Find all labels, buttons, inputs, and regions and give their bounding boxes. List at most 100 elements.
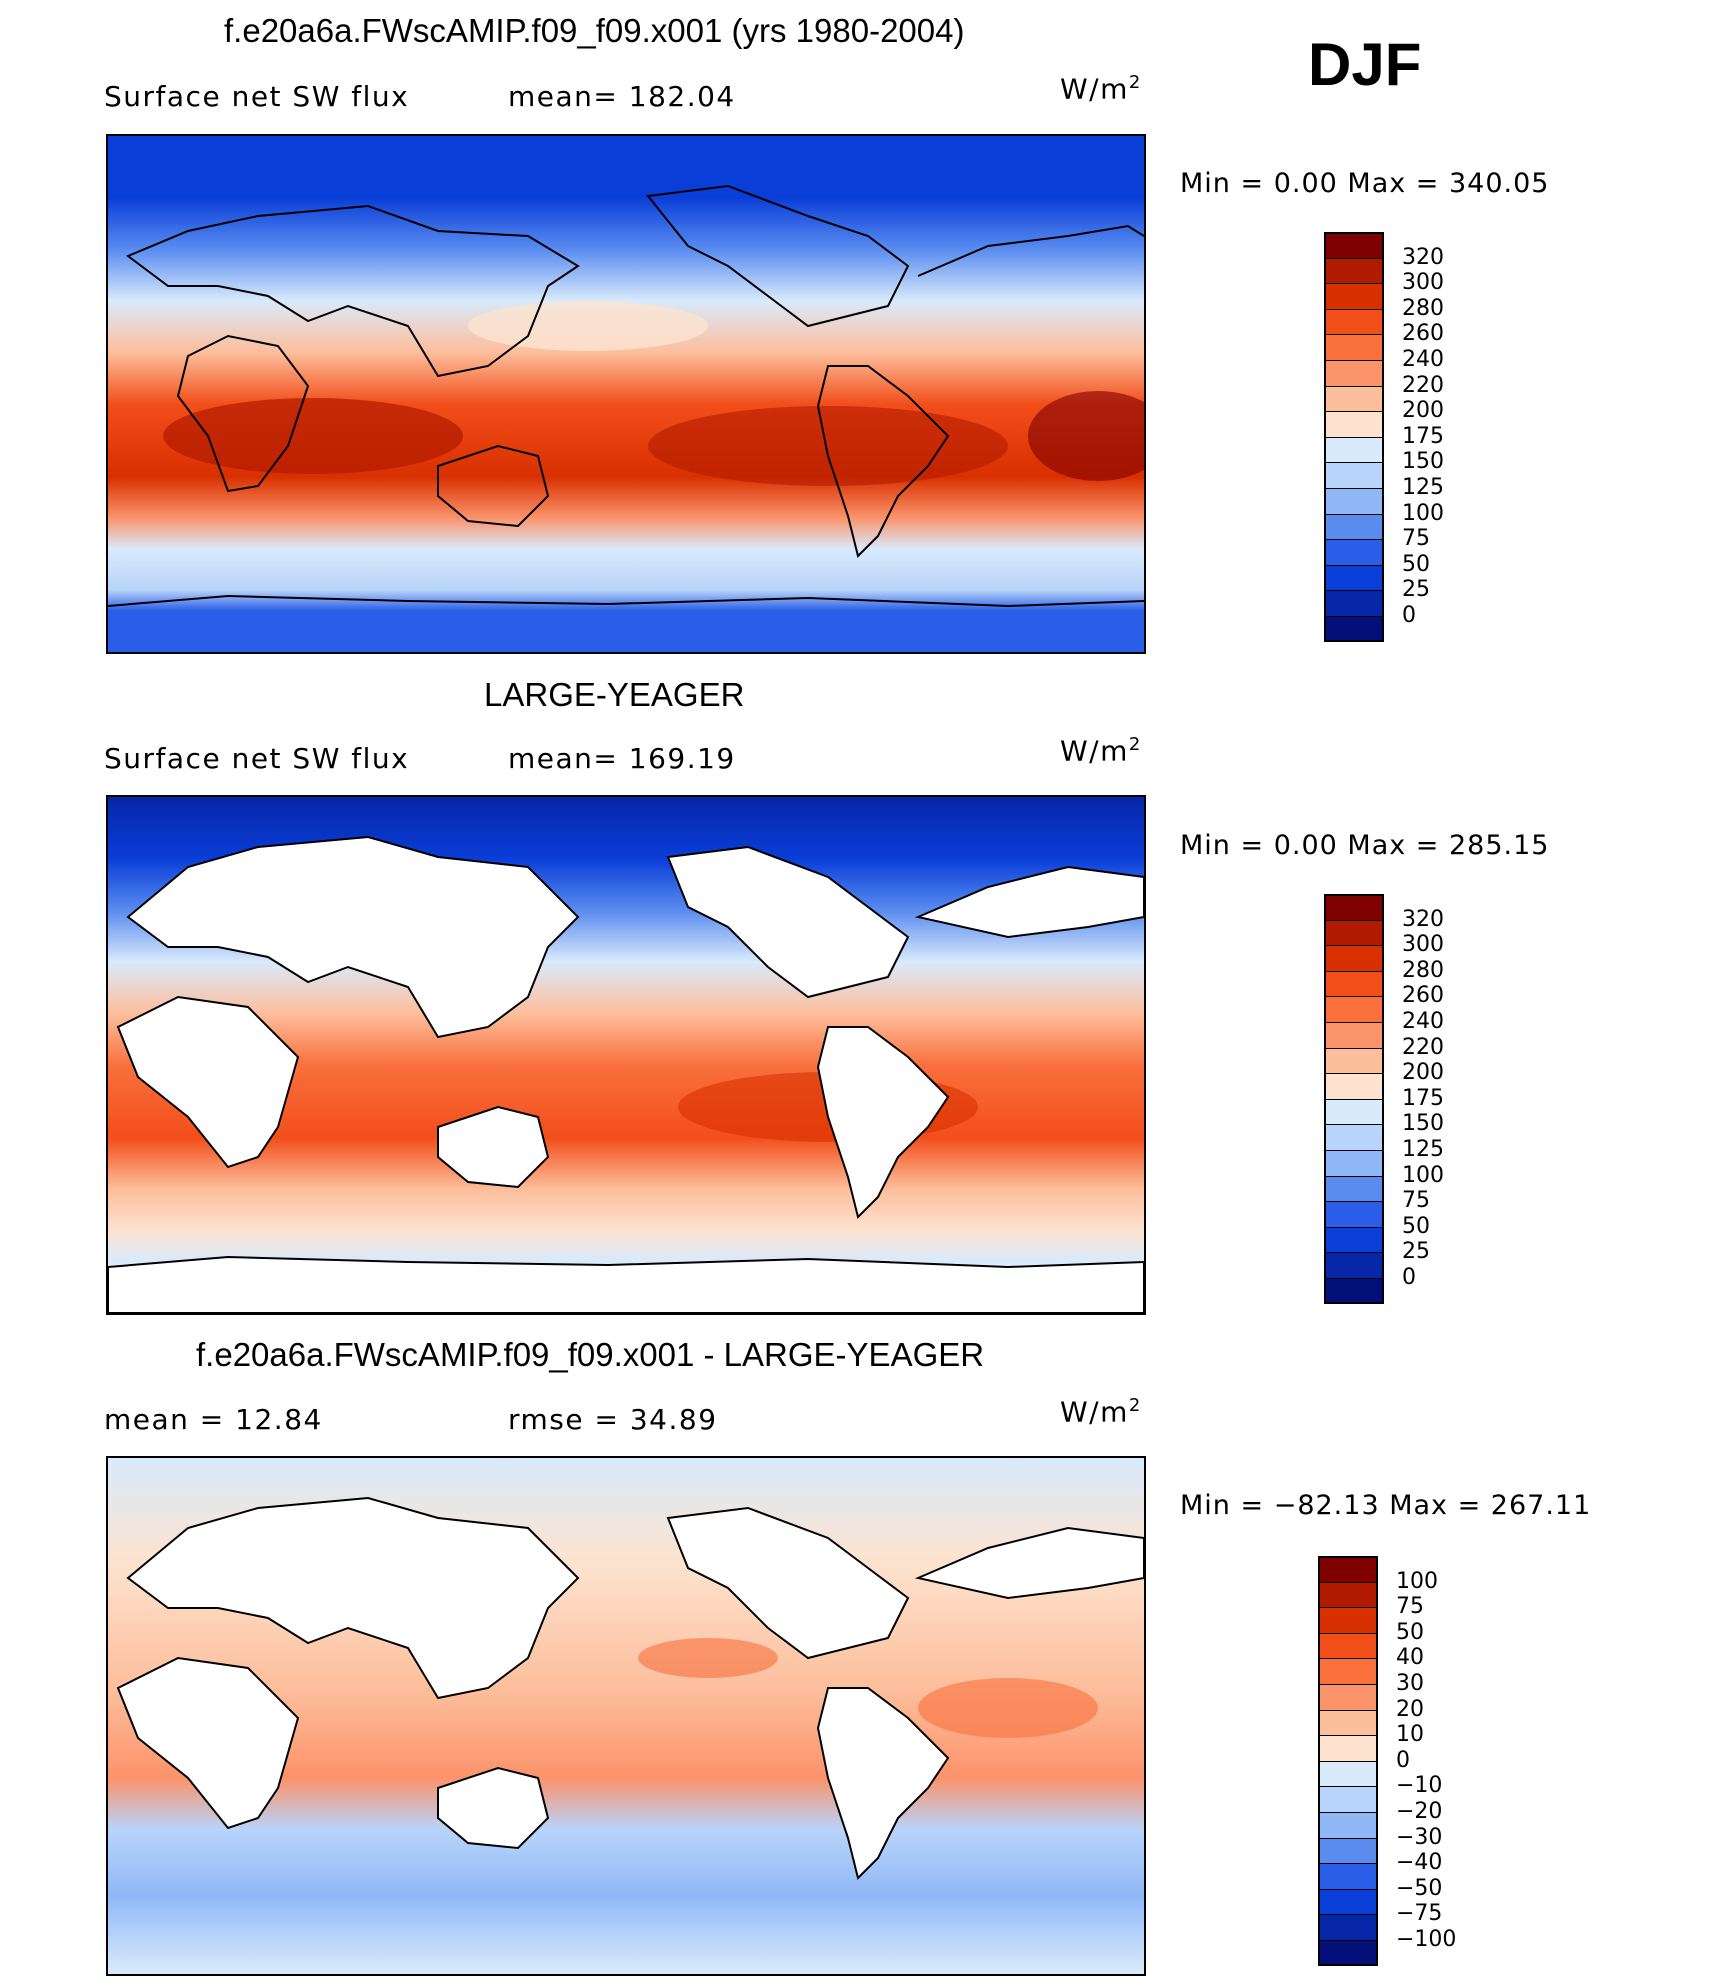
colorbar-tick-label: 175 xyxy=(1402,1085,1444,1111)
colorbar-cell xyxy=(1324,334,1384,360)
colorbar-frame xyxy=(1324,894,1384,1304)
panel3-mean-label: mean = 12.84 xyxy=(104,1403,323,1436)
panel2-title: LARGE-YEAGER xyxy=(484,676,745,713)
colorbar-tick-label: 50 xyxy=(1402,1213,1430,1239)
colorbar-tick-label: 100 xyxy=(1402,1162,1444,1188)
colorbar-tick-label: 200 xyxy=(1402,1060,1444,1086)
colorbar-cell xyxy=(1324,360,1384,386)
colorbar-cell xyxy=(1324,616,1384,642)
colorbar-tick-label: 20 xyxy=(1396,1696,1424,1722)
colorbar-cell xyxy=(1318,1914,1378,1940)
colorbar-cell xyxy=(1324,232,1384,258)
colorbar-cell xyxy=(1324,385,1384,412)
colorbar-tick-label: 150 xyxy=(1402,1111,1444,1137)
colorbar-cell xyxy=(1324,411,1384,437)
colorbar-tick-label: 0 xyxy=(1402,603,1416,628)
colorbar-tick-label: −75 xyxy=(1396,1901,1443,1927)
panel2-minmax: Min = 0.00 Max = 285.15 xyxy=(1180,830,1550,861)
colorbar-tick-label: 125 xyxy=(1402,1137,1444,1162)
colorbar-cell xyxy=(1324,1124,1384,1150)
colorbar-cell xyxy=(1324,945,1384,971)
colorbar-tick-label: 125 xyxy=(1402,475,1444,500)
colorbar-tick-label: −40 xyxy=(1396,1850,1443,1876)
colorbar-tick-label: −50 xyxy=(1396,1875,1443,1901)
colorbar-tick-label: 240 xyxy=(1402,347,1444,372)
colorbar-cell xyxy=(1324,970,1384,997)
colorbar-cell xyxy=(1318,1709,1378,1736)
panel3-rmse-label: rmse = 34.89 xyxy=(508,1403,718,1436)
colorbar-cell xyxy=(1324,1150,1384,1176)
colorbar-tick-label: 50 xyxy=(1396,1619,1424,1645)
colorbar-cell xyxy=(1318,1658,1378,1684)
colorbar-tick-label: −20 xyxy=(1396,1799,1443,1824)
colorbar-cell xyxy=(1324,513,1384,540)
colorbar-tick-label: 100 xyxy=(1396,1568,1438,1594)
panel1-map xyxy=(106,134,1146,654)
colorbar-cell xyxy=(1324,1047,1384,1074)
panel2-mean-label: mean= 169.19 xyxy=(508,742,736,775)
colorbar-tick-label: 25 xyxy=(1402,1239,1430,1265)
colorbar-tick-label: 50 xyxy=(1402,551,1430,577)
colorbar-cell xyxy=(1318,1863,1378,1889)
panel1-title: f.e20a6a.FWscAMIP.f09_f09.x001 (yrs 1980… xyxy=(224,12,965,49)
colorbar-frame xyxy=(1318,1556,1378,1966)
colorbar-cell xyxy=(1318,1607,1378,1633)
colorbar-tick-label: 0 xyxy=(1402,1265,1416,1290)
colorbar-tick-label: 75 xyxy=(1402,526,1430,552)
colorbar-tick-label: 0 xyxy=(1396,1747,1410,1773)
colorbar-cell xyxy=(1324,1201,1384,1227)
colorbar-tick-label: 240 xyxy=(1402,1009,1444,1034)
colorbar-cell xyxy=(1324,1073,1384,1099)
colorbar-tick-label: 150 xyxy=(1402,449,1444,475)
panel2-field-svg xyxy=(108,797,1144,1313)
colorbar-cell xyxy=(1324,564,1384,591)
colorbar-cell xyxy=(1324,539,1384,565)
colorbar-cell xyxy=(1324,436,1384,463)
colorbar-cell xyxy=(1324,257,1384,284)
colorbar-tick-label: 280 xyxy=(1402,295,1444,321)
panel3-units: W/m2 xyxy=(1060,1395,1142,1429)
colorbar-tick-label: 30 xyxy=(1396,1671,1424,1696)
panel2-variable-label: Surface net SW flux xyxy=(104,742,410,775)
colorbar-tick-label: 260 xyxy=(1402,321,1444,347)
colorbar-cell xyxy=(1318,1940,1378,1966)
colorbar-tick-label: 40 xyxy=(1396,1645,1424,1671)
colorbar-cell xyxy=(1324,308,1384,335)
colorbar-tick-label: 75 xyxy=(1402,1188,1430,1214)
colorbar-tick-label: 200 xyxy=(1402,398,1444,424)
colorbar-cell xyxy=(1324,1022,1384,1048)
colorbar-tick-label: 175 xyxy=(1402,423,1444,449)
panel3-field-svg xyxy=(108,1458,1144,1974)
colorbar-cell xyxy=(1318,1632,1378,1659)
colorbar-cell xyxy=(1324,488,1384,514)
colorbar-cell xyxy=(1318,1684,1378,1710)
colorbar-cell xyxy=(1318,1735,1378,1761)
colorbar-tick-label: −10 xyxy=(1396,1773,1443,1799)
panel1-units: W/m2 xyxy=(1060,72,1142,106)
colorbar-cell xyxy=(1324,1278,1384,1304)
colorbar-cell xyxy=(1324,1226,1384,1253)
panel1-variable-label: Surface net SW flux xyxy=(104,80,410,113)
panel1-field-svg xyxy=(108,136,1144,652)
colorbar-cell xyxy=(1324,283,1384,309)
colorbar-tick-label: 75 xyxy=(1396,1594,1424,1620)
colorbar-tick-label: 300 xyxy=(1402,270,1444,296)
colorbar-tick-label: 320 xyxy=(1402,244,1444,270)
panel2-map xyxy=(106,795,1146,1315)
colorbar-tick-label: 100 xyxy=(1402,500,1444,526)
colorbar-cell xyxy=(1324,1098,1384,1125)
colorbar-tick-label: 10 xyxy=(1396,1722,1424,1748)
colorbar-tick-label: 300 xyxy=(1402,932,1444,958)
colorbar-cell xyxy=(1324,462,1384,488)
colorbar-tick-label: 220 xyxy=(1402,372,1444,398)
season-label: DJF xyxy=(1308,31,1422,98)
colorbar-cell xyxy=(1324,996,1384,1022)
panel1-minmax: Min = 0.00 Max = 340.05 xyxy=(1180,168,1550,199)
colorbar-tick-label: −100 xyxy=(1396,1927,1457,1952)
colorbar-cell xyxy=(1318,1786,1378,1812)
colorbar-cell xyxy=(1324,590,1384,616)
colorbar-frame xyxy=(1324,232,1384,642)
colorbar-tick-label: 280 xyxy=(1402,957,1444,983)
panel2-units: W/m2 xyxy=(1060,734,1142,768)
colorbar-cell xyxy=(1318,1760,1378,1787)
